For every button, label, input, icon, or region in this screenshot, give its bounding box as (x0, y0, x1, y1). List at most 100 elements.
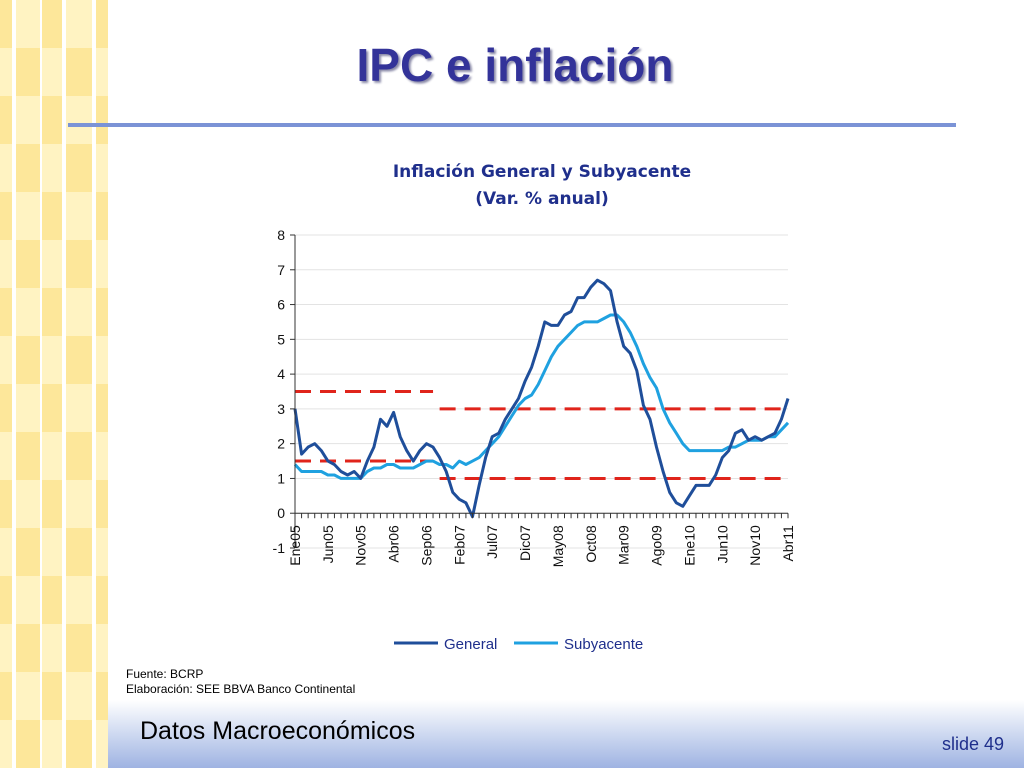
stripe-block (42, 720, 62, 768)
stripe-block (16, 672, 40, 720)
stripe-block (0, 432, 12, 480)
inflation-chart: Inflación General y Subyacente (Var. % a… (240, 155, 820, 665)
stripe-block (16, 576, 40, 624)
stripe-block (96, 480, 108, 528)
x-tick-label: Feb07 (451, 525, 467, 565)
stripe-block (16, 336, 40, 384)
chart-title-line-2: (Var. % anual) (475, 189, 609, 209)
source-line: Fuente: BCRP (126, 667, 204, 681)
stripe-block (0, 288, 12, 336)
stripe-block (96, 528, 108, 576)
legend: General Subyacente (394, 636, 643, 653)
x-tick-label: Mar09 (616, 525, 632, 565)
x-tick-label: Ene10 (681, 525, 697, 566)
x-tick-label: Jun10 (714, 525, 730, 563)
stripe-block (42, 624, 62, 672)
stripe-block (16, 480, 40, 528)
stripe-block (66, 336, 92, 384)
x-tick-label: Abr06 (386, 525, 402, 563)
x-tick-label: Dic07 (517, 525, 533, 561)
stripe-block (0, 144, 12, 192)
stripe-block (96, 384, 108, 432)
stripe-block (66, 48, 92, 96)
stripe-block (16, 96, 40, 144)
y-tick-label: 5 (277, 331, 285, 347)
stripe-block (16, 240, 40, 288)
legend-label-general: General (444, 636, 497, 653)
legend-label-subyacente: Subyacente (564, 636, 643, 653)
stripe-block (66, 672, 92, 720)
stripe-block (42, 480, 62, 528)
stripe-block (96, 624, 108, 672)
x-tick-label: Nov10 (747, 525, 763, 566)
stripe-block (66, 240, 92, 288)
stripe-block (42, 672, 62, 720)
stripe-block (16, 720, 40, 768)
x-tick-label: Sep06 (418, 525, 434, 566)
title-divider (68, 123, 956, 127)
stripe-block (66, 720, 92, 768)
stripe-block (96, 96, 108, 144)
stripe-block (0, 0, 12, 48)
stripe-block (96, 144, 108, 192)
stripe-block (96, 432, 108, 480)
x-tick-label: Abr11 (780, 525, 796, 562)
stripe-block (66, 528, 92, 576)
stripe-block (16, 144, 40, 192)
target-bands (295, 390, 788, 480)
y-tick-label: 7 (277, 262, 285, 278)
stripe-block (42, 432, 62, 480)
stripe-block (16, 48, 40, 96)
footer-title: Datos Macroeconómicos (140, 717, 416, 745)
slide-number: slide 49 (941, 734, 1004, 754)
stripe-block (42, 288, 62, 336)
stripe-block (0, 384, 12, 432)
y-tick-label: 2 (277, 436, 285, 452)
stripe-block (66, 144, 92, 192)
x-tick-label: Jul07 (484, 525, 500, 559)
stripe-block (96, 48, 108, 96)
series-layer (293, 278, 790, 519)
stripe-block (66, 384, 92, 432)
x-tick-label: Ago09 (649, 525, 665, 566)
stripe-block (96, 0, 108, 48)
chart-title-line-1: Inflación General y Subyacente (393, 162, 691, 182)
stripe-block (66, 432, 92, 480)
stripe-block (42, 0, 62, 48)
y-tick-label: 6 (277, 297, 285, 313)
stripe-block (16, 288, 40, 336)
y-tick-label: 0 (277, 505, 285, 521)
stripe-block (42, 528, 62, 576)
stripe-block (0, 672, 12, 720)
y-tick-label: -1 (273, 540, 286, 556)
x-tick-label: Ene05 (287, 525, 303, 566)
axis-layer: -1 0 1 2 3 4 5 6 7 8 Ene05 Jun05 Nov05 Abr06 Sep06 Feb0… (273, 227, 796, 567)
series-general-line (293, 278, 790, 519)
stripe-block (42, 336, 62, 384)
y-tick-label: 1 (277, 470, 285, 486)
x-tick-label: Nov05 (353, 525, 369, 566)
stripe-block (0, 96, 12, 144)
stripe-block (0, 624, 12, 672)
credit-line: Elaboración: SEE BBVA Banco Continental (126, 682, 356, 696)
y-tick-label: 4 (277, 366, 285, 382)
stripe-block (96, 672, 108, 720)
stripe-block (16, 432, 40, 480)
decorative-stripes (0, 0, 108, 768)
stripe-block (66, 96, 92, 144)
stripe-block (16, 528, 40, 576)
stripe-block (0, 192, 12, 240)
stripe-block (0, 480, 12, 528)
stripe-block (42, 96, 62, 144)
stripe-block (66, 0, 92, 48)
chart-svg: Inflación General y Subyacente (Var. % a… (273, 162, 796, 653)
stripe-block (96, 720, 108, 768)
y-tick-label: 8 (277, 227, 285, 243)
stripe-block (96, 576, 108, 624)
stripe-block (42, 192, 62, 240)
stripe-block (66, 192, 92, 240)
stripe-block (16, 624, 40, 672)
stripe-block (0, 48, 12, 96)
stripe-block (16, 0, 40, 48)
source-note: Fuente: BCRP Elaboración: SEE BBVA Banco… (126, 667, 355, 697)
